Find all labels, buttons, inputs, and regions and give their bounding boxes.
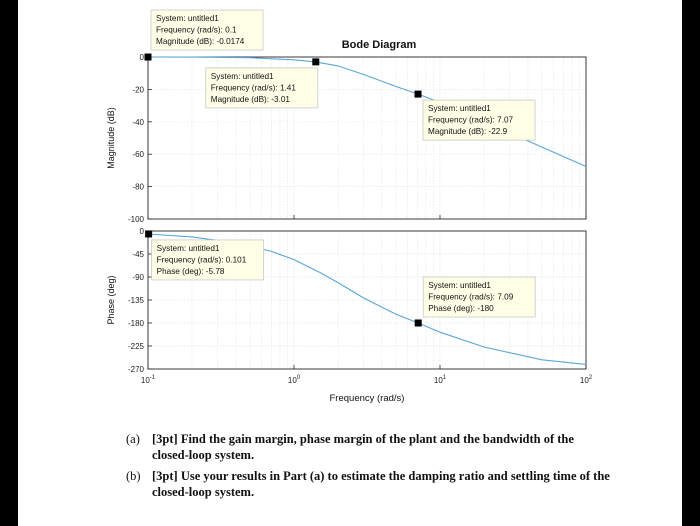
magnitude-ytick-label: -100: [128, 215, 145, 224]
magnitude-datatip-text: Magnitude (dB): -3.01: [211, 95, 291, 104]
phase-datatip-marker: [145, 230, 153, 238]
magnitude-datatip-box: [422, 99, 536, 141]
phase-ytick-label: -135: [128, 296, 145, 305]
magnitude-ytick-label: -60: [132, 150, 144, 159]
phase-ytick-label: -90: [132, 273, 144, 282]
phase-datatip-text: System: untitled1: [157, 244, 220, 253]
magnitude-datatip-marker: [144, 53, 152, 61]
magnitude-datatip-text: Frequency (rad/s): 7.07: [428, 116, 514, 125]
phase-ytick-label: 0: [140, 227, 145, 236]
magnitude-datatip-text: Frequency (rad/s): 0.1: [156, 26, 237, 35]
magnitude-datatip-text: System: untitled1: [211, 72, 274, 81]
magnitude-panel: 0 -20 -40 -60 -80 -100 Magnitude (dB) System: u…: [106, 9, 587, 224]
magnitude-ytick-label: -20: [132, 85, 144, 94]
magnitude-ytick-label: -40: [132, 118, 144, 127]
phase-datatip-box: [151, 239, 265, 281]
chart-title: Bode Diagram: [342, 39, 417, 51]
bode-diagram: Bode Diagram 0 -20 -40 -60 -80 -100 Magnitude (…: [106, 9, 593, 404]
phase-datatip-text: Frequency (rad/s): 7.09: [428, 293, 514, 302]
phase-datatip-text: Frequency (rad/s): 0.101: [157, 255, 247, 264]
magnitude-ylabel: Magnitude (dB): [106, 107, 116, 169]
phase-panel: 0 -45 -90 -135 -180 -225 -270 Phase (deg) System…: [106, 227, 593, 385]
phase-frame: [147, 230, 587, 370]
question-a-text: [3pt] Find the gain margin, phase margin…: [152, 432, 574, 462]
magnitude-datatip-marker: [414, 90, 422, 98]
magnitude-ytick-label: 0: [140, 53, 145, 62]
magnitude-datatip-text: System: untitled1: [428, 104, 491, 113]
phase-ylabel: Phase (deg): [106, 275, 116, 324]
phase-datatip-text: System: untitled1: [428, 281, 491, 290]
question-b-tag: (b): [126, 469, 141, 483]
phase-ytick-label: -270: [128, 365, 145, 374]
x-tick-label: 102: [580, 375, 593, 385]
magnitude-datatip-text: Magnitude (dB): -0.0174: [156, 37, 245, 46]
magnitude-datatip-text: Frequency (rad/s): 1.41: [211, 83, 297, 92]
x-axis-label: Frequency (rad/s): [330, 393, 405, 404]
document-page: Bode Diagram 0 -20 -40 -60 -80 -100 Magnitude (…: [18, 0, 682, 526]
phase-datatip-text: Phase (deg): -5.78: [157, 267, 225, 276]
magnitude-datatip-text: Magnitude (dB): -22.9: [428, 127, 508, 136]
question-b: (b) [3pt] Use your results in Part (a) to…: [126, 468, 626, 500]
x-tick-label: 100: [288, 375, 301, 385]
phase-ytick-label: -180: [128, 319, 145, 328]
magnitude-ytick-label: -80: [132, 183, 144, 192]
x-tick-label: 10-1: [141, 375, 156, 385]
magnitude-datatip-text: System: untitled1: [156, 14, 219, 23]
question-b-text: [3pt] Use your results in Part (a) to es…: [152, 469, 610, 499]
magnitude-datatip-box: [150, 9, 264, 51]
magnitude-datatip-marker: [312, 58, 320, 66]
question-a: (a) [3pt] Find the gain margin, phase mar…: [126, 431, 626, 463]
phase-datatip-marker: [414, 319, 422, 327]
question-a-tag: (a): [126, 432, 140, 446]
magnitude-datatip-box: [205, 67, 319, 109]
magnitude-frame: [147, 56, 587, 220]
phase-datatip-box: [422, 276, 536, 318]
phase-ytick-label: -225: [128, 342, 145, 351]
phase-datatip-text: Phase (deg): -180: [428, 304, 494, 313]
phase-ytick-label: -45: [132, 250, 144, 259]
x-tick-label: 101: [434, 375, 447, 385]
